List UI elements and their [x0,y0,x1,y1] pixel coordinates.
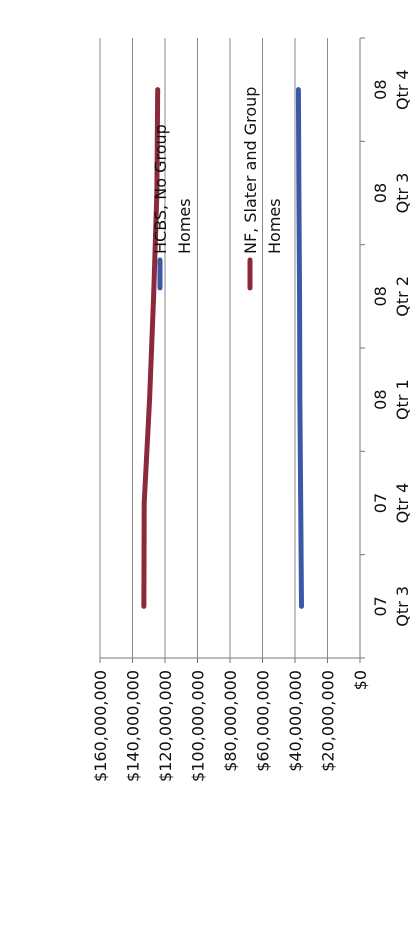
y-tick-labels: $0 $20,000,000 $40,000,000 $60,000,000 $80,0… [91,670,370,782]
y-tick-label: $140,000,000 [124,670,143,782]
x-tick-label: 07 Qtr 3 [371,586,412,627]
x-tick-label-line: Qtr 1 [393,379,412,420]
y-tick-label: $80,000,000 [221,670,240,772]
x-tick-label-line: Qtr 3 [393,586,412,627]
legend: HCBS, No Group Homes NF, Slater and Group H… [151,87,284,291]
series-lines [141,87,304,609]
legend-label-line: NF, Slater and Group [241,87,260,254]
x-tick-label: 08 Qtr 1 [371,379,412,420]
x-tick-label: 08 Qtr 4 [371,69,412,110]
x-tick-label-line: Qtr 2 [393,276,412,317]
x-tick-label-line: 07 [371,596,390,616]
gridlines [99,38,328,658]
x-tick-label-line: Qtr 3 [393,173,412,214]
legend-label: NF, Slater and Group Homes [241,87,284,254]
x-tick-label-line: 08 [371,286,390,306]
y-tick-label: $60,000,000 [254,670,273,772]
y-tick-label: $120,000,000 [156,670,175,782]
x-tick-label-line: Qtr 4 [393,69,412,110]
y-tick-label: $0 [351,670,370,690]
series-line-1 [141,87,161,609]
x-tick-label: 08 Qtr 2 [371,276,412,317]
x-tick-label-line: 07 [371,493,390,513]
legend-label: HCBS, No Group Homes [151,124,194,254]
y-tick-label: $20,000,000 [319,670,338,772]
x-tick-label-line: 08 [371,389,390,409]
legend-label-line: Homes [265,198,284,254]
series-line-0 [295,87,304,609]
legend-label-line: Homes [175,198,194,254]
x-tick-label: 08 Qtr 3 [371,173,412,214]
x-tick-labels: 07 Qtr 307 Qtr 408 Qtr 108 Qtr 208 Qtr 308 Qtr… [371,69,412,626]
x-tick-label: 07 Qtr 4 [371,483,412,524]
x-tick-label-line: Qtr 4 [393,483,412,524]
y-tick-label: $160,000,000 [91,670,110,782]
axes [99,37,365,663]
x-tick-label-line: 08 [371,183,390,203]
y-tick-label: $100,000,000 [189,670,208,782]
y-tick-label: $40,000,000 [286,670,305,772]
x-tick-label-line: 08 [371,79,390,99]
legend-label-line: HCBS, No Group [151,124,170,254]
plot-area: $0 $20,000,000 $40,000,000 $60,000,000 $80,0… [91,37,412,782]
